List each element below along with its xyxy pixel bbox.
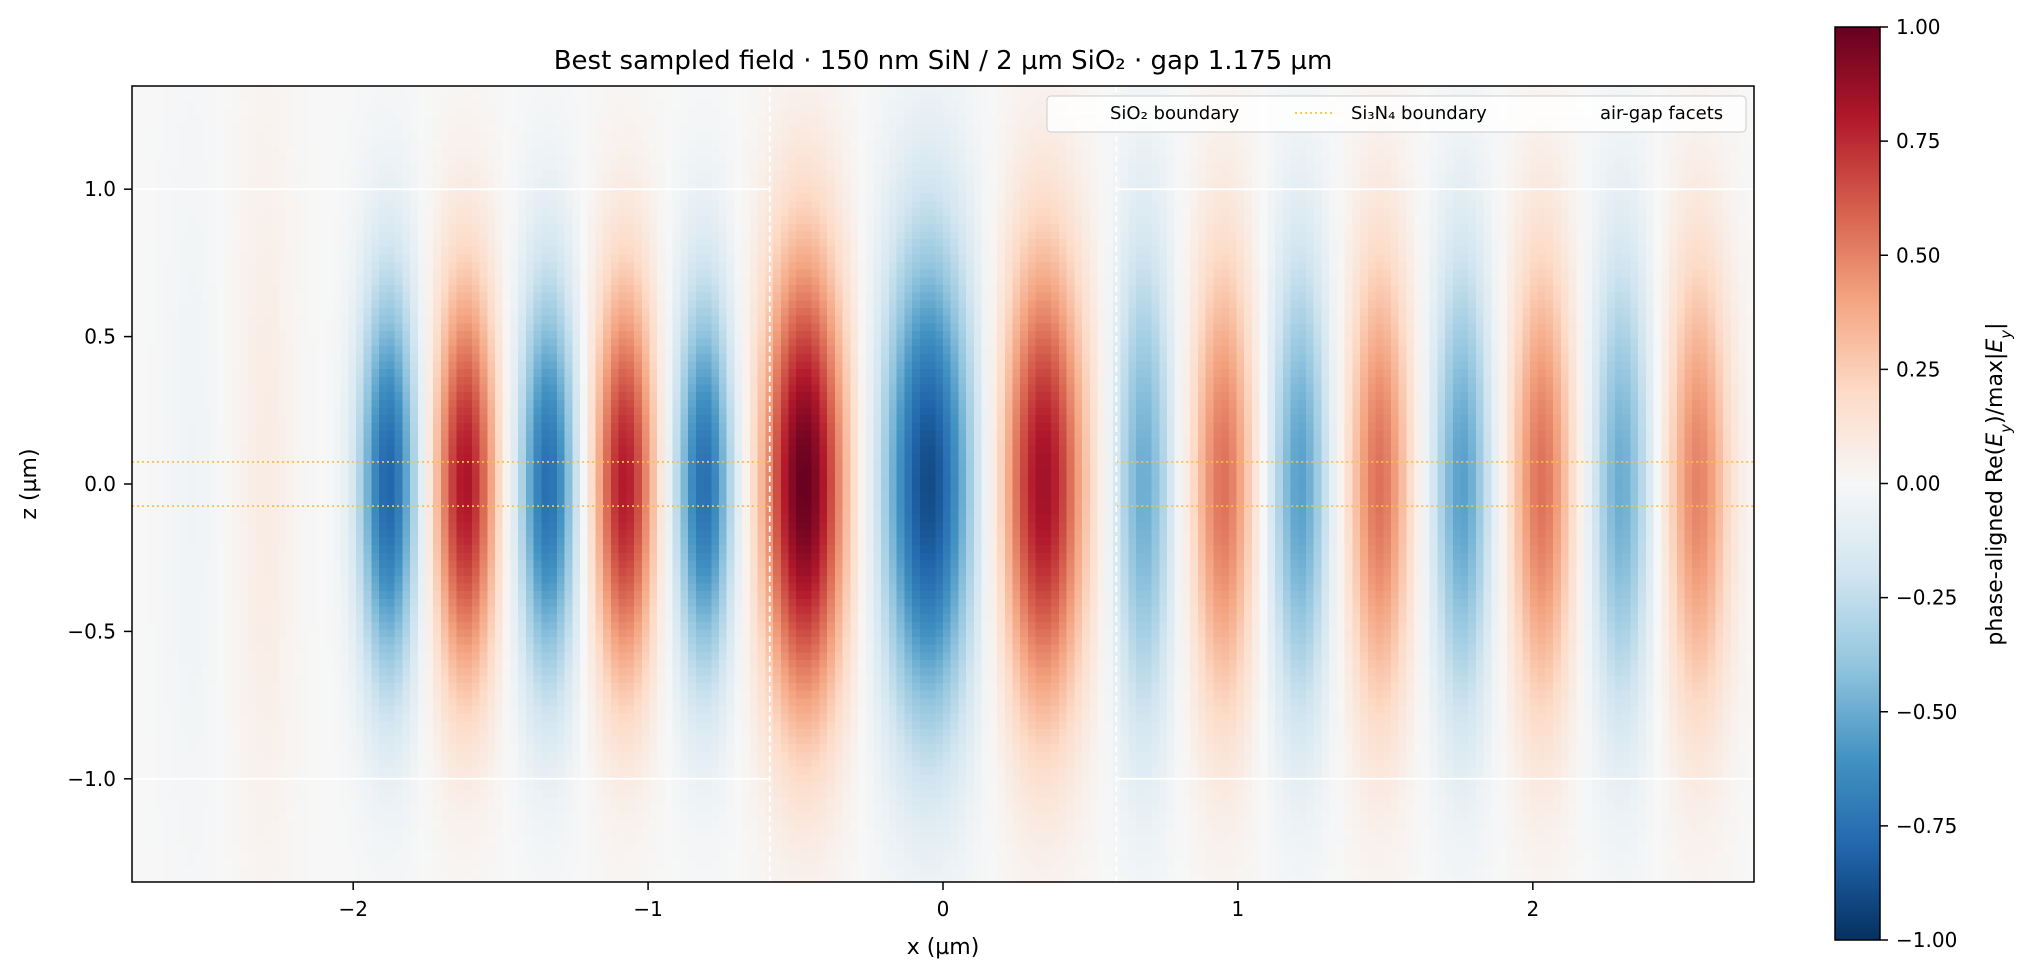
x-axis-ticks: −2 −1 0 1 2: [338, 882, 1539, 921]
y-tick-label: 0.5: [84, 325, 116, 349]
colorbar: [1834, 26, 1881, 941]
x-tick-label: 2: [1526, 897, 1539, 921]
y-tick-label: 0.0: [84, 472, 116, 496]
y-tick-label: 1.0: [84, 177, 116, 201]
x-tick-label: 0: [937, 897, 950, 921]
colorbar-ticks: 1.00 0.75 0.50 0.25 0.00 −0.25 −0.50 −0.75 −1.00: [1880, 15, 1957, 952]
colorbar-tick-label: 1.00: [1896, 15, 1941, 39]
colorbar-tick-label: −0.75: [1896, 814, 1957, 838]
y-tick-label: −0.5: [67, 619, 116, 643]
legend-frame: [1046, 95, 1747, 133]
x-axis-label: x (µm): [907, 935, 980, 960]
colorbar-tick-label: −0.25: [1896, 586, 1957, 610]
colorbar-tick-label: −0.50: [1896, 700, 1957, 724]
colorbar-tick-label: 0.25: [1896, 357, 1941, 381]
colorbar-tick-label: −1.00: [1896, 928, 1957, 952]
legend-label-sio2: SiO₂ boundary: [1110, 103, 1240, 124]
chart-title: Best sampled field · 150 nm SiN / 2 µm S…: [554, 46, 1333, 76]
colorbar-tick-label: 0.00: [1896, 472, 1941, 496]
x-tick-label: 1: [1232, 897, 1245, 921]
boundary-lines: [132, 86, 1754, 882]
colorbar-label: phase-aligned Re(Ey)/max|Ey|: [1983, 322, 2015, 645]
x-tick-label: −2: [338, 897, 367, 921]
x-tick-label: −1: [633, 897, 662, 921]
colorbar-tick-label: 0.50: [1896, 243, 1941, 267]
legend: SiO₂ boundary Si₃N₄ boundary air-gap fac…: [1046, 95, 1747, 133]
legend-label-si3n4: Si₃N₄ boundary: [1351, 103, 1487, 124]
y-axis-label: z (µm): [17, 448, 42, 519]
y-tick-label: −1.0: [67, 767, 116, 791]
heatmap-field: [132, 86, 1754, 882]
y-axis-ticks: −1.0 −0.5 0.0 0.5 1.0: [67, 177, 132, 791]
colorbar-tick-label: 0.75: [1896, 129, 1941, 153]
legend-label-gap: air-gap facets: [1600, 103, 1723, 124]
